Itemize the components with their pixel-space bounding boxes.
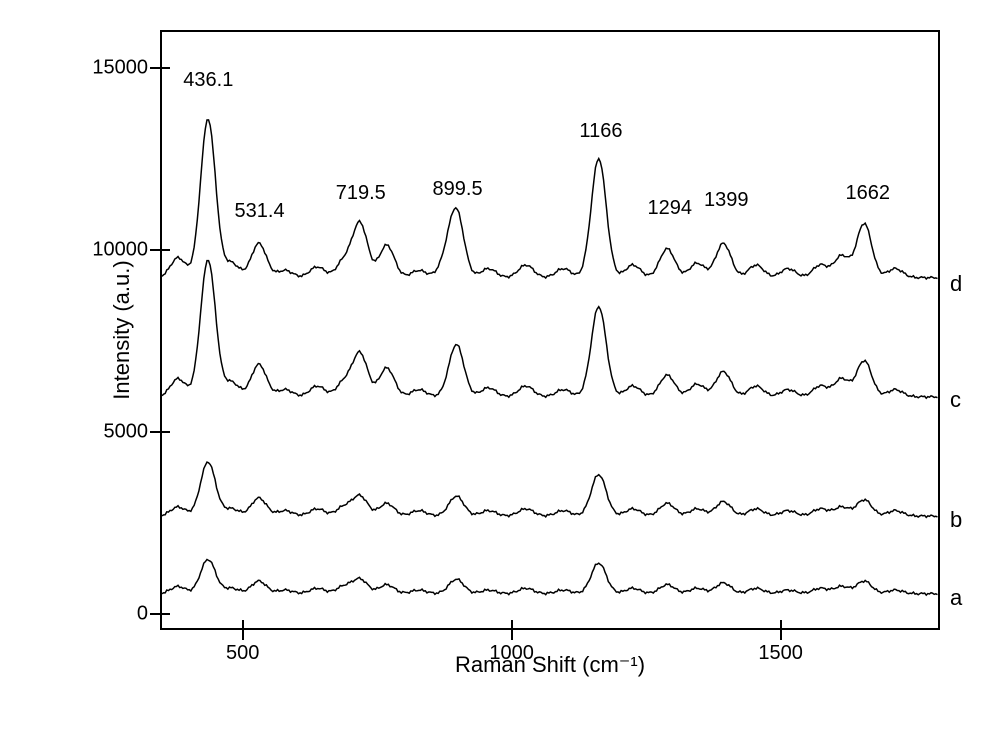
y-tick (150, 613, 162, 615)
x-tick-inner (242, 620, 244, 628)
x-tick-inner (780, 620, 782, 628)
raman-chart: Intensity (a.u.) Raman Shift (cm⁻¹) 0 500… (100, 20, 960, 680)
series-label-a: a (950, 585, 962, 611)
peak-label: 531.4 (235, 200, 285, 223)
series-label-c: c (950, 387, 961, 413)
peak-label: 1662 (846, 182, 891, 205)
peak-label: 436.1 (183, 69, 233, 92)
plot-area: Intensity (a.u.) Raman Shift (cm⁻¹) 0500… (160, 30, 940, 630)
peak-label: 719.5 (336, 182, 386, 205)
x-tick (511, 628, 513, 640)
y-tick-label: 5000 (104, 421, 149, 444)
series-label-d: d (950, 271, 962, 297)
spectrum-svg (162, 32, 938, 628)
y-tick-inner (162, 249, 170, 251)
y-tick (150, 431, 162, 433)
x-tick (242, 628, 244, 640)
spectrum-b (162, 462, 938, 517)
y-tick-label: 10000 (92, 239, 148, 262)
y-tick-inner (162, 67, 170, 69)
peak-label: 1399 (704, 189, 749, 212)
y-tick (150, 67, 162, 69)
y-axis-label: Intensity (a.u.) (109, 260, 135, 399)
x-tick-label: 500 (226, 642, 259, 665)
y-tick (150, 249, 162, 251)
y-tick-inner (162, 613, 170, 615)
y-tick-inner (162, 431, 170, 433)
x-tick-inner (511, 620, 513, 628)
x-tick-label: 1500 (758, 642, 803, 665)
x-tick (780, 628, 782, 640)
y-tick-label: 15000 (92, 57, 148, 80)
spectrum-a (162, 559, 938, 595)
x-tick-label: 1000 (489, 642, 534, 665)
peak-label: 1294 (648, 197, 693, 220)
series-label-b: b (950, 507, 962, 533)
spectrum-c (162, 261, 938, 399)
y-tick-label: 0 (137, 602, 148, 625)
peak-label: 1166 (579, 120, 622, 143)
peak-label: 899.5 (433, 178, 483, 201)
x-axis-label: Raman Shift (cm⁻¹) (455, 652, 645, 678)
